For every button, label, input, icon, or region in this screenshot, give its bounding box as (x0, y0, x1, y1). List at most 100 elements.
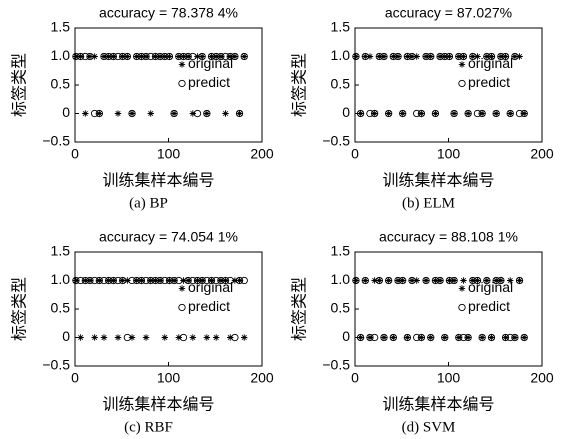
axes-frame (74, 27, 263, 143)
star-marker (194, 277, 201, 284)
star-marker (91, 53, 98, 60)
circle-marker (515, 276, 524, 285)
circle-marker (389, 333, 397, 342)
circle-marker (487, 333, 496, 342)
subplot: accuracy = 78.378 4%−0.500.51.01.50 100 20… (10, 5, 274, 212)
circle-marker (473, 276, 482, 285)
star-marker (413, 277, 420, 284)
x-tick-label: 200 (250, 370, 274, 386)
star-marker (100, 334, 108, 341)
circle-marker (217, 276, 225, 285)
circle-marker (399, 276, 407, 285)
circle-marker (86, 52, 94, 61)
star-marker (241, 334, 248, 341)
circle-marker (90, 276, 99, 285)
star-marker (180, 53, 187, 60)
star-marker (212, 334, 220, 341)
star-marker (166, 277, 173, 284)
circle-marker (203, 109, 211, 118)
star-marker (441, 53, 448, 60)
star-marker (450, 277, 458, 284)
circle-marker (515, 109, 524, 118)
y-axis-label: 标签类型 (290, 53, 309, 117)
star-marker (483, 53, 491, 60)
star-marker (147, 110, 154, 117)
circle-marker (483, 276, 491, 285)
star-marker (156, 277, 164, 284)
circle-marker (478, 109, 486, 118)
circle-marker (361, 276, 369, 285)
circle-marker (497, 276, 505, 285)
circle-marker (76, 276, 85, 285)
circle-marker (156, 52, 164, 61)
star-marker (474, 53, 481, 60)
star-marker (357, 334, 364, 341)
star-marker (469, 277, 477, 284)
x-tick-label: 200 (250, 146, 274, 162)
circle-marker (142, 276, 150, 285)
axes-frame (354, 251, 543, 367)
circle-marker (198, 52, 206, 61)
star-marker (483, 277, 491, 284)
chart-title: accuracy = 88.108 1% (379, 229, 518, 245)
circle-marker (226, 52, 234, 61)
star-marker (516, 53, 523, 60)
star-marker (208, 277, 215, 284)
legend-label: original (468, 279, 513, 295)
circle-marker (189, 52, 197, 61)
star-marker (138, 53, 145, 60)
circle-marker (207, 276, 216, 285)
x-tick-label: 0 (351, 146, 359, 162)
star-marker (474, 277, 481, 284)
legend-label: predict (188, 74, 230, 90)
legend-label: original (188, 279, 233, 295)
circle-marker (212, 52, 220, 61)
circle-marker (375, 276, 383, 285)
star-marker (376, 277, 383, 284)
star-marker (114, 334, 122, 341)
star-marker (371, 110, 378, 117)
star-marker (469, 53, 477, 60)
x-tick-label: 200 (530, 146, 554, 162)
circle-marker (408, 276, 416, 285)
star-marker (161, 53, 168, 60)
star-marker (502, 334, 509, 341)
circle-marker (221, 276, 230, 285)
circle-marker (133, 52, 141, 61)
star-marker (178, 61, 186, 68)
circle-marker (123, 333, 132, 342)
star-marker (399, 277, 406, 284)
circle-marker (128, 276, 136, 285)
star-marker (72, 277, 80, 284)
circle-marker (511, 52, 519, 61)
star-marker (175, 334, 182, 341)
star-marker (511, 334, 519, 341)
circle-marker (114, 52, 122, 61)
star-marker (231, 277, 239, 284)
circle-marker (193, 109, 202, 118)
star-marker (110, 277, 117, 284)
circle-marker (161, 52, 169, 61)
star-marker (212, 53, 220, 60)
star-marker (464, 110, 472, 117)
star-marker (128, 110, 136, 117)
circle-marker (76, 52, 85, 61)
circle-marker (179, 52, 188, 61)
circle-marker (394, 276, 402, 285)
circle-marker (147, 52, 155, 61)
star-marker (77, 334, 84, 341)
circle-marker (441, 52, 449, 61)
circle-marker (487, 52, 496, 61)
circle-marker (240, 276, 248, 285)
star-marker (455, 334, 462, 341)
star-marker (170, 277, 178, 284)
circle-marker (413, 109, 421, 118)
circle-marker (128, 109, 136, 118)
star-marker (114, 110, 122, 117)
y-tick-label: 1.0 (51, 271, 71, 287)
circle-marker (370, 333, 379, 342)
circle-marker (86, 276, 94, 285)
circle-marker (72, 52, 80, 61)
circle-marker (436, 52, 444, 61)
chart-title: accuracy = 74.054 1% (99, 229, 238, 245)
